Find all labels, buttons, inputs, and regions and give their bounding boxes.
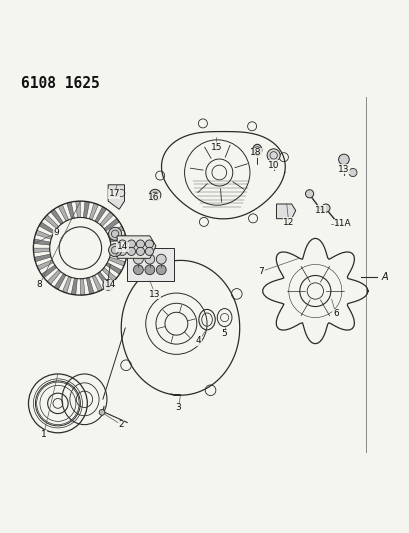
Circle shape: [127, 240, 135, 248]
Circle shape: [108, 227, 121, 240]
Text: 13: 13: [149, 290, 160, 299]
Circle shape: [266, 149, 279, 162]
Polygon shape: [83, 201, 89, 218]
Polygon shape: [94, 207, 106, 223]
Circle shape: [127, 247, 135, 255]
Polygon shape: [92, 275, 102, 292]
Polygon shape: [102, 268, 117, 281]
Circle shape: [156, 254, 166, 264]
Polygon shape: [89, 203, 98, 220]
Polygon shape: [41, 265, 56, 278]
Polygon shape: [71, 278, 77, 295]
Polygon shape: [86, 278, 94, 294]
Circle shape: [103, 280, 113, 290]
Polygon shape: [50, 209, 63, 224]
Text: 17: 17: [108, 189, 120, 198]
Circle shape: [156, 265, 166, 274]
Polygon shape: [108, 257, 125, 266]
Circle shape: [133, 265, 143, 274]
Circle shape: [338, 154, 348, 165]
Polygon shape: [97, 272, 110, 287]
Circle shape: [136, 240, 144, 248]
Circle shape: [145, 247, 153, 255]
Polygon shape: [44, 215, 58, 229]
Text: 14: 14: [104, 280, 116, 289]
Polygon shape: [80, 279, 85, 295]
Text: 6108 1625: 6108 1625: [21, 77, 100, 92]
Circle shape: [145, 240, 153, 248]
Circle shape: [305, 190, 313, 198]
Polygon shape: [34, 254, 51, 262]
Polygon shape: [127, 248, 174, 281]
Text: 3: 3: [175, 403, 181, 412]
Polygon shape: [108, 185, 124, 209]
Circle shape: [99, 409, 105, 415]
Circle shape: [321, 204, 329, 212]
Circle shape: [118, 240, 126, 248]
Text: 15: 15: [210, 143, 222, 152]
Circle shape: [59, 227, 101, 269]
Polygon shape: [104, 219, 119, 231]
Text: 13: 13: [337, 165, 349, 174]
Text: 6: 6: [332, 309, 338, 318]
Polygon shape: [107, 226, 124, 236]
Polygon shape: [106, 263, 121, 274]
Circle shape: [108, 244, 121, 257]
Polygon shape: [35, 230, 52, 239]
Circle shape: [144, 265, 154, 274]
Polygon shape: [47, 270, 61, 285]
Text: 18: 18: [250, 148, 261, 157]
Text: 9: 9: [53, 229, 58, 238]
Text: 12: 12: [282, 218, 294, 227]
Polygon shape: [276, 204, 295, 219]
Text: 1: 1: [40, 430, 46, 439]
Circle shape: [149, 189, 160, 201]
Text: 5: 5: [221, 329, 227, 338]
Text: 8: 8: [36, 280, 42, 289]
Polygon shape: [33, 248, 50, 253]
Polygon shape: [58, 205, 68, 221]
Ellipse shape: [252, 144, 261, 156]
Polygon shape: [117, 236, 155, 259]
Polygon shape: [67, 202, 74, 219]
Polygon shape: [110, 235, 126, 242]
Text: 11A: 11A: [333, 219, 351, 228]
Polygon shape: [110, 251, 127, 257]
Circle shape: [118, 247, 126, 255]
Circle shape: [348, 168, 356, 176]
Polygon shape: [99, 212, 113, 227]
Polygon shape: [39, 222, 55, 233]
Polygon shape: [76, 201, 80, 217]
Text: 11: 11: [314, 206, 325, 215]
Text: 10: 10: [267, 160, 279, 169]
Polygon shape: [34, 239, 50, 245]
Polygon shape: [54, 273, 66, 289]
Text: A: A: [381, 272, 388, 282]
Circle shape: [133, 254, 143, 264]
Text: 14: 14: [117, 243, 128, 252]
Polygon shape: [62, 277, 71, 293]
Text: 7: 7: [258, 267, 264, 276]
Text: 4: 4: [196, 336, 201, 345]
Polygon shape: [110, 244, 127, 248]
Circle shape: [144, 254, 154, 264]
Polygon shape: [37, 260, 53, 270]
Circle shape: [136, 247, 144, 255]
Text: 16: 16: [148, 193, 159, 203]
Text: 2: 2: [118, 420, 124, 429]
